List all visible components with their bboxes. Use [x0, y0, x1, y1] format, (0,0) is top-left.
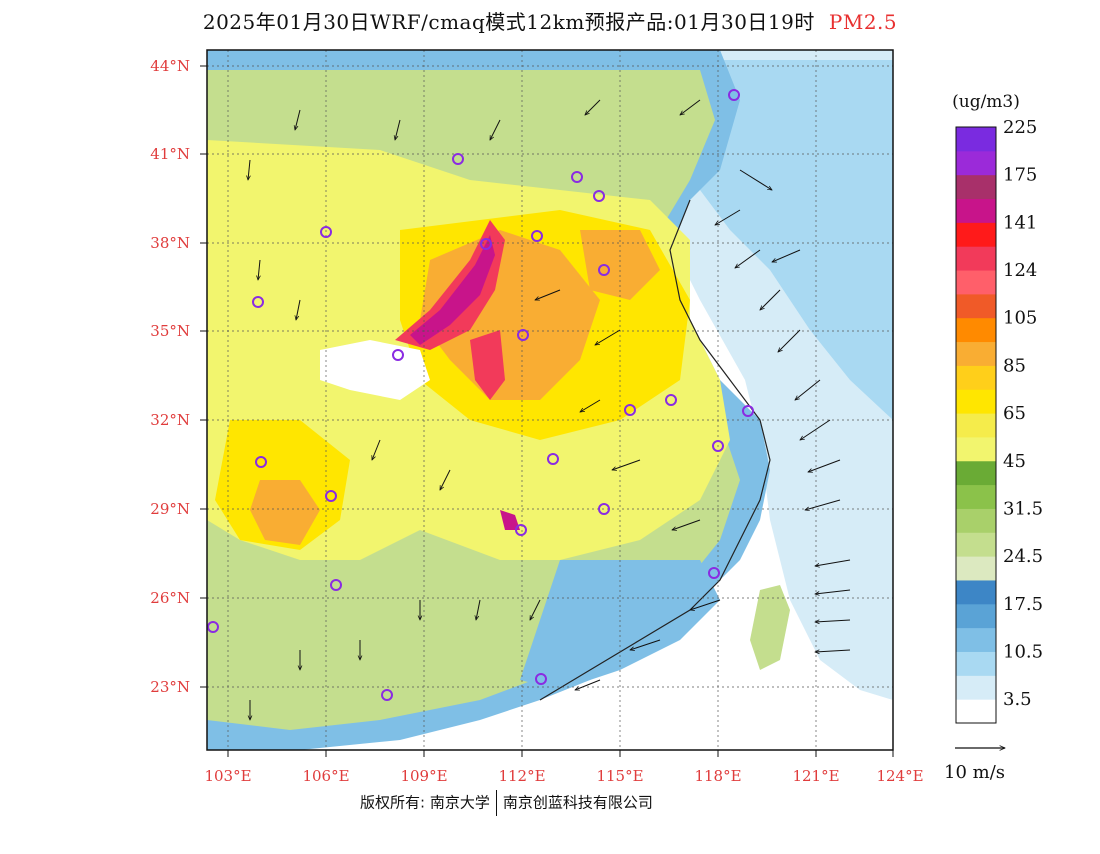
- lon-label: 118°E: [694, 767, 741, 785]
- colorbar-swatch: [956, 222, 996, 247]
- colorbar-swatch: [956, 460, 996, 486]
- colorbar-swatch: [956, 556, 996, 581]
- wind-legend: 10 m/s: [944, 748, 1005, 783]
- hunan-hotspot: [500, 510, 520, 530]
- axis-ticks: [200, 65, 894, 757]
- copyright-right: 南京创蓝科技有限公司: [502, 793, 653, 812]
- colorbar-swatch: [956, 293, 996, 319]
- colorbar: (ug/m3) 3.5 10.5 17.5 24.5 31.5 45 65 85 105 124 1…: [952, 92, 1043, 724]
- colorbar-tick-label: 31.5: [1003, 498, 1043, 519]
- latitude-labels: 44°N 41°N 38°N 35°N 32°N 29°N 26°N 23°N: [150, 57, 190, 696]
- colorbar-swatch: [956, 150, 996, 176]
- lon-label: 115°E: [596, 767, 643, 785]
- colorbar-tick-label: 17.5: [1003, 594, 1043, 615]
- colorbar-swatch: [956, 675, 996, 700]
- graticule: [207, 50, 893, 750]
- lat-label: 32°N: [150, 411, 190, 429]
- lat-label: 23°N: [150, 678, 190, 696]
- lat-label: 35°N: [150, 322, 190, 340]
- lat-label: 38°N: [150, 234, 190, 252]
- colorbar-swatch: [956, 198, 996, 223]
- henan-red-patch: [470, 330, 505, 400]
- lon-label: 112°E: [498, 767, 545, 785]
- taiwan-island: [750, 585, 790, 670]
- lon-label: 121°E: [792, 767, 839, 785]
- colorbar-swatch: [956, 579, 996, 605]
- northeast-sea-blue: [700, 60, 893, 420]
- colorbar-tick-label: 141: [1003, 212, 1037, 233]
- colorbar-swatch: [956, 651, 996, 676]
- colorbar-swatch: [956, 127, 996, 152]
- colorbar-tick-label: 3.5: [1003, 689, 1032, 710]
- map-title: 2025年01月30日WRF/cmaq模式12km预报产品:01月30日19时 P…: [0, 6, 1100, 35]
- footer-divider: [495, 790, 497, 816]
- colorbar-unit: (ug/m3): [952, 92, 1020, 112]
- colorbar-tick-label: 24.5: [1003, 546, 1043, 567]
- copyright-left: 版权所有: 南京大学: [360, 793, 490, 812]
- colorbar-tick-label: 10.5: [1003, 641, 1043, 662]
- colorbar-swatch: [956, 317, 996, 343]
- lon-label: 106°E: [302, 767, 349, 785]
- lon-label: 109°E: [400, 767, 447, 785]
- fenwei-red-band: [395, 220, 505, 350]
- title-species: PM2.5: [828, 10, 898, 34]
- colorbar-swatch: [956, 389, 996, 414]
- colorbar-swatch: [956, 270, 996, 295]
- colorbar-swatch: [956, 484, 996, 509]
- copyright-footer: 版权所有: 南京大学 南京创蓝科技有限公司: [360, 790, 653, 816]
- lat-label: 44°N: [150, 57, 190, 75]
- colorbar-swatch: [956, 699, 996, 724]
- colorbar-swatch: [956, 174, 996, 200]
- longitude-labels: 103°E 106°E 109°E 112°E 115°E 118°E 121°…: [204, 767, 923, 785]
- colorbar-swatch: [956, 532, 996, 557]
- colorbar-tick-label: 85: [1003, 355, 1026, 376]
- lat-label: 26°N: [150, 589, 190, 607]
- colorbar-swatch: [956, 246, 996, 271]
- colorbar-swatch: [956, 413, 996, 438]
- colorbar-swatch: [956, 341, 996, 366]
- coastline: [539, 199, 771, 701]
- map-frame: [206, 49, 894, 751]
- colorbar-swatch: [956, 627, 996, 652]
- colorbar-tick-label: 225: [1003, 117, 1037, 138]
- sichuan-orange: [250, 480, 320, 545]
- lon-label: 103°E: [204, 767, 251, 785]
- colorbar-frame: [955, 126, 997, 724]
- colorbar-swatch: [956, 436, 996, 462]
- wind-legend-label: 10 m/s: [944, 762, 1005, 783]
- colorbar-tick-label: 175: [1003, 165, 1037, 186]
- colorbar-swatch: [956, 508, 996, 533]
- wind-vectors: [248, 99, 851, 720]
- fenwei-magenta-band: [410, 235, 495, 345]
- title-main: 2025年01月30日WRF/cmaq模式12km预报产品:01月30日19时: [202, 10, 815, 34]
- map-field: [207, 50, 893, 750]
- colorbar-tick-label: 124: [1003, 260, 1037, 281]
- colorbar-ticks: 3.5 10.5 17.5 24.5 31.5 45 65 85 105 124 141 175 225: [1003, 117, 1043, 710]
- lon-label: 124°E: [876, 767, 923, 785]
- colorbar-tick-label: 105: [1003, 308, 1037, 329]
- colorbar-swatch: [956, 603, 996, 629]
- city-markers: [207, 89, 754, 701]
- lat-label: 41°N: [150, 145, 190, 163]
- lat-label: 29°N: [150, 500, 190, 518]
- colorbar-swatch: [956, 365, 996, 390]
- colorbar-tick-label: 45: [1003, 451, 1026, 472]
- colorbar-tick-label: 65: [1003, 403, 1026, 424]
- colorbar-swatches: [956, 127, 996, 724]
